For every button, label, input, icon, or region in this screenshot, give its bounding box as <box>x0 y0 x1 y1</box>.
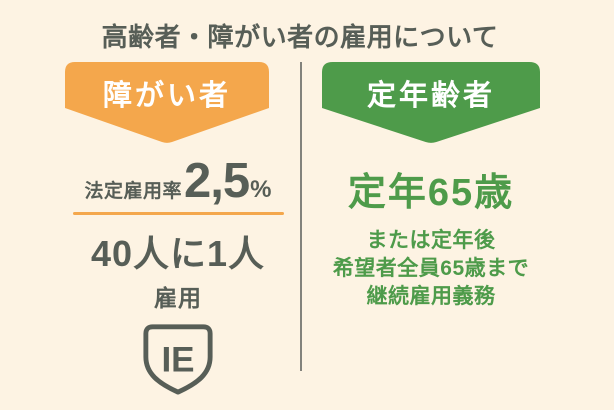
retirement-age-headline: 定年65歳 <box>347 172 515 214</box>
disabled-banner-label: 障がい者 <box>102 80 231 112</box>
statutory-rate-label: 法定雇用率 <box>84 181 183 202</box>
retirement-banner: 定年齢者 <box>322 62 540 144</box>
retirement-employment-section: 定年齢者 定年65歳 または定年後 希望者全員65歳まで 継続雇用義務 <box>306 62 556 311</box>
detail-line: または定年後 <box>366 229 496 252</box>
statutory-rate-value: 2,5 <box>184 154 250 208</box>
detail-line: 希望者全員65歳まで <box>332 257 530 280</box>
rate-underline <box>72 212 284 215</box>
disabled-employment-section: 障がい者 法定雇用率 2,5 % 40人に1人 雇用 IE <box>55 62 301 396</box>
column-divider <box>300 62 302 371</box>
ribbon-banner-shape <box>322 62 540 143</box>
shield-letters: IE <box>161 340 194 379</box>
hiring-ratio-text: 40人に1人 <box>90 233 266 274</box>
ribbon-banner-shape <box>65 62 269 143</box>
statutory-rate-unit: % <box>250 176 272 203</box>
hiring-ratio-caption: 雇用 <box>154 285 202 311</box>
retirement-banner-label: 定年齢者 <box>366 80 495 112</box>
employment-shield-icon: IE <box>143 324 213 395</box>
detail-line: 継続雇用義務 <box>366 285 496 308</box>
page-title: 高齢者・障がい者の雇用について <box>101 22 499 52</box>
retirement-detail-lines: または定年後 希望者全員65歳まで 継続雇用義務 <box>306 227 556 311</box>
disabled-banner: 障がい者 <box>65 62 269 144</box>
statutory-rate: 法定雇用率 2,5 % <box>55 154 301 208</box>
